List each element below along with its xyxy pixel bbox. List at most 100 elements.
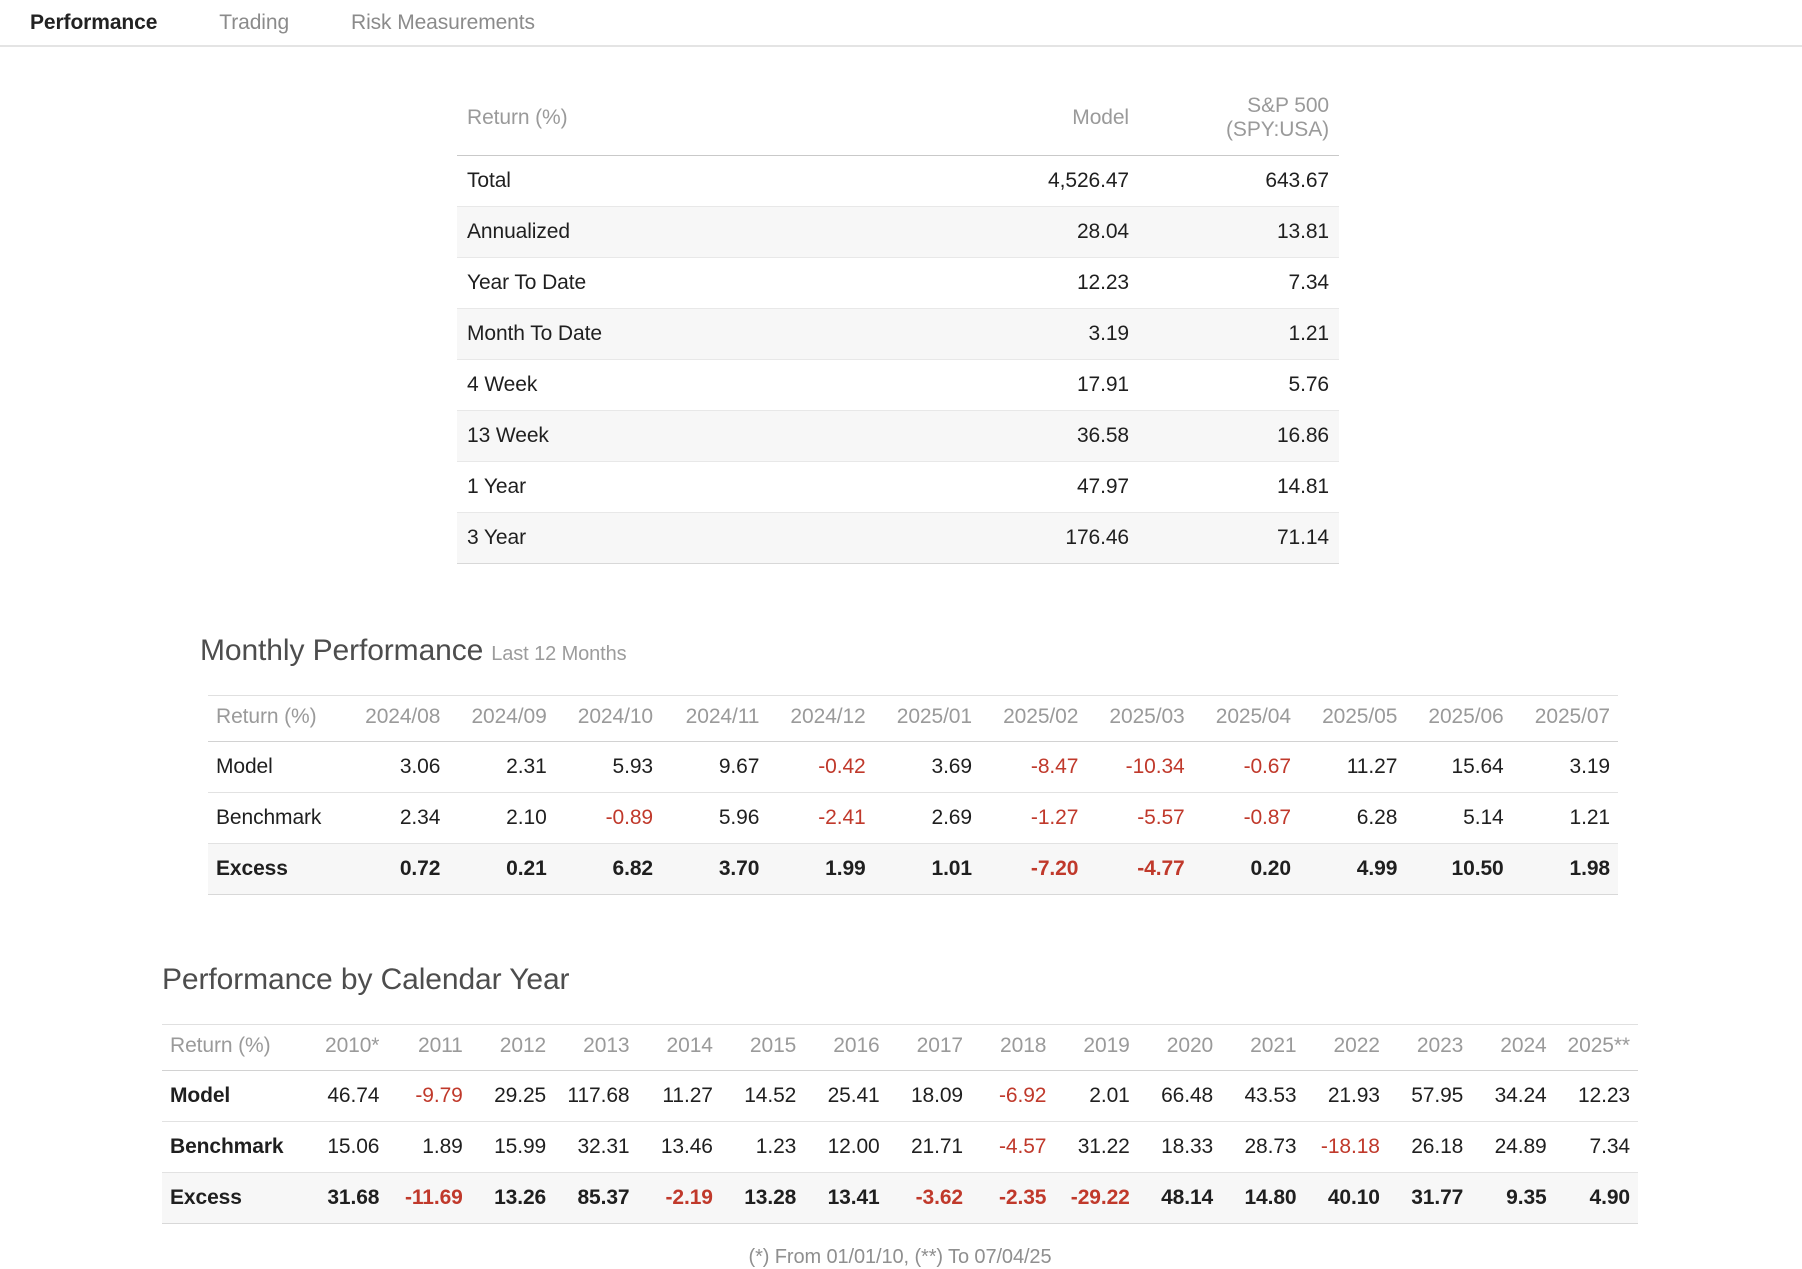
cell-value: 0.21 (506, 857, 547, 880)
table-row: Year To Date 12.23 7.34 (457, 258, 1339, 309)
cell-value: 18.33 (1161, 1135, 1214, 1158)
cell-value: 17.91 (1076, 373, 1129, 396)
column-header: 2022 (1333, 1034, 1380, 1057)
tab-trading[interactable]: Trading (219, 10, 290, 34)
cell-value: 48.14 (1161, 1186, 1214, 1209)
monthly-performance-subtitle: Last 12 Months (491, 643, 627, 665)
cell-value: 3.06 (399, 755, 441, 778)
cell-value: 2.69 (931, 806, 972, 829)
cell-value: -29.22 (1070, 1186, 1130, 1209)
cell-value: 117.68 (567, 1084, 630, 1107)
row-label: Benchmark (170, 1135, 284, 1158)
cell-value: 25.41 (827, 1084, 880, 1107)
column-header: 2024/09 (471, 705, 547, 728)
cell-value: 21.71 (910, 1135, 963, 1158)
table-row: 3 Year 176.46 71.14 (457, 512, 1339, 564)
cell-value: 28.73 (1244, 1135, 1297, 1158)
cell-value: 176.46 (1065, 526, 1129, 549)
cell-value: 40.10 (1327, 1186, 1380, 1209)
column-header: 2025/05 (1322, 705, 1398, 728)
table-row: Benchmark 2.34 2.10 -0.89 5.96 -2.41 2.69 -1.27… (208, 793, 1618, 844)
cell-value: 5.14 (1463, 806, 1504, 829)
column-header: 2019 (1083, 1034, 1130, 1057)
row-label: Total (467, 169, 511, 192)
cell-value: -18.18 (1320, 1135, 1380, 1158)
row-label: Month To Date (467, 322, 602, 345)
monthly-performance-title-text: Monthly Performance (200, 634, 484, 667)
cell-value: 15.99 (494, 1135, 547, 1158)
row-label: 1 Year (467, 475, 526, 498)
table-row: Model 3.06 2.31 5.93 9.67 -0.42 3.69 -8.47 -10.3… (208, 742, 1618, 793)
cell-value: 3.19 (1088, 322, 1130, 345)
column-header: 2015 (749, 1034, 797, 1057)
table-row: Excess 0.72 0.21 6.82 3.70 1.99 1.01 -7.20 -4.77… (208, 843, 1618, 895)
tab-performance[interactable]: Performance (30, 10, 158, 34)
column-header: 2024 (1500, 1034, 1547, 1057)
table-row: 4 Week 17.91 5.76 (457, 360, 1339, 411)
table-row: 1 Year 47.97 14.81 (457, 462, 1339, 513)
cell-value: 1.21 (1288, 322, 1330, 345)
tab-risk-measurements[interactable]: Risk Measurements (351, 10, 535, 34)
column-header: 2025/07 (1534, 705, 1610, 728)
column-header: 2017 (916, 1034, 963, 1057)
calendar-performance-body: Model 46.74 -9.79 29.25 117.68 11.27 14.52 25.4… (162, 1071, 1638, 1224)
cell-value: 34.24 (1494, 1084, 1547, 1107)
cell-value: -4.77 (1137, 857, 1185, 880)
cell-value: 18.09 (910, 1084, 963, 1107)
cell-value: 1.21 (1569, 806, 1611, 829)
cell-value: -1.27 (1030, 806, 1079, 829)
cell-value: 9.35 (1506, 1186, 1547, 1209)
table-row: 13 Week 36.58 16.86 (457, 410, 1339, 462)
row-label: Model (216, 755, 273, 778)
cell-value: 6.28 (1356, 806, 1398, 829)
cell-value: 13.28 (744, 1186, 797, 1209)
cell-value: -8.47 (1030, 755, 1079, 778)
cell-value: 31.22 (1077, 1135, 1130, 1158)
tab-bar: Performance Trading Risk Measurements (0, 0, 1802, 47)
column-header: 2021 (1250, 1034, 1297, 1057)
cell-value: -3.62 (915, 1186, 963, 1209)
cell-value: 12.23 (1577, 1084, 1630, 1107)
cell-value: 11.27 (1346, 755, 1398, 778)
cell-value: 1.89 (422, 1135, 463, 1158)
table-row: Excess 31.68 -11.69 13.26 85.37 -2.19 13.28 13.… (162, 1172, 1638, 1224)
cell-value: 2.31 (506, 755, 547, 778)
column-header: 2018 (1000, 1034, 1047, 1057)
cell-value: 14.52 (744, 1084, 797, 1107)
cell-value: -9.79 (415, 1084, 463, 1107)
cell-value: 4,526.47 (1048, 169, 1129, 192)
cell-value: 1.98 (1569, 857, 1611, 880)
cell-value: -2.41 (818, 806, 866, 829)
cell-value: 5.76 (1288, 373, 1330, 396)
cell-value: 13.46 (660, 1135, 713, 1158)
cell-value: 4.90 (1589, 1186, 1631, 1209)
row-label: 13 Week (467, 424, 549, 447)
cell-value: 14.81 (1276, 475, 1329, 498)
column-header: 2025/02 (1003, 705, 1079, 728)
cell-value: -11.69 (404, 1186, 463, 1209)
row-label: Excess (170, 1186, 242, 1209)
column-header: 2012 (499, 1034, 547, 1057)
cell-value: 2.34 (399, 806, 441, 829)
cell-value: 47.97 (1076, 475, 1129, 498)
monthly-performance-body: Model 3.06 2.31 5.93 9.67 -0.42 3.69 -8.47 -10.3… (208, 742, 1618, 895)
column-header: 2010* (324, 1034, 380, 1057)
column-header: 2020 (1166, 1034, 1214, 1057)
column-header: 2024/10 (577, 705, 653, 728)
column-header: 2025/06 (1428, 705, 1504, 728)
cell-value: 85.37 (577, 1186, 630, 1209)
column-header: S&P 500 (SPY:USA) (1226, 94, 1329, 141)
column-header: 2024/12 (790, 705, 866, 728)
column-header: 2013 (583, 1034, 630, 1057)
footnote: (*) From 01/01/10, (**) To 07/04/25 (748, 1246, 1052, 1268)
header-row: Return (%) Model S&P 500 (SPY:USA) (457, 84, 1339, 156)
cell-value: -10.34 (1125, 755, 1185, 778)
returns-summary-header: Return (%) Model S&P 500 (SPY:USA) (457, 84, 1339, 156)
column-header: 2024/08 (365, 705, 441, 728)
monthly-performance-title: Monthly Performance Last 12 Months (200, 634, 1802, 668)
header-label: Return (%) (467, 106, 568, 129)
cell-value: 1.23 (755, 1135, 797, 1158)
cell-value: 7.34 (1589, 1135, 1631, 1158)
cell-value: 36.58 (1076, 424, 1129, 447)
row-label: Excess (216, 857, 288, 880)
